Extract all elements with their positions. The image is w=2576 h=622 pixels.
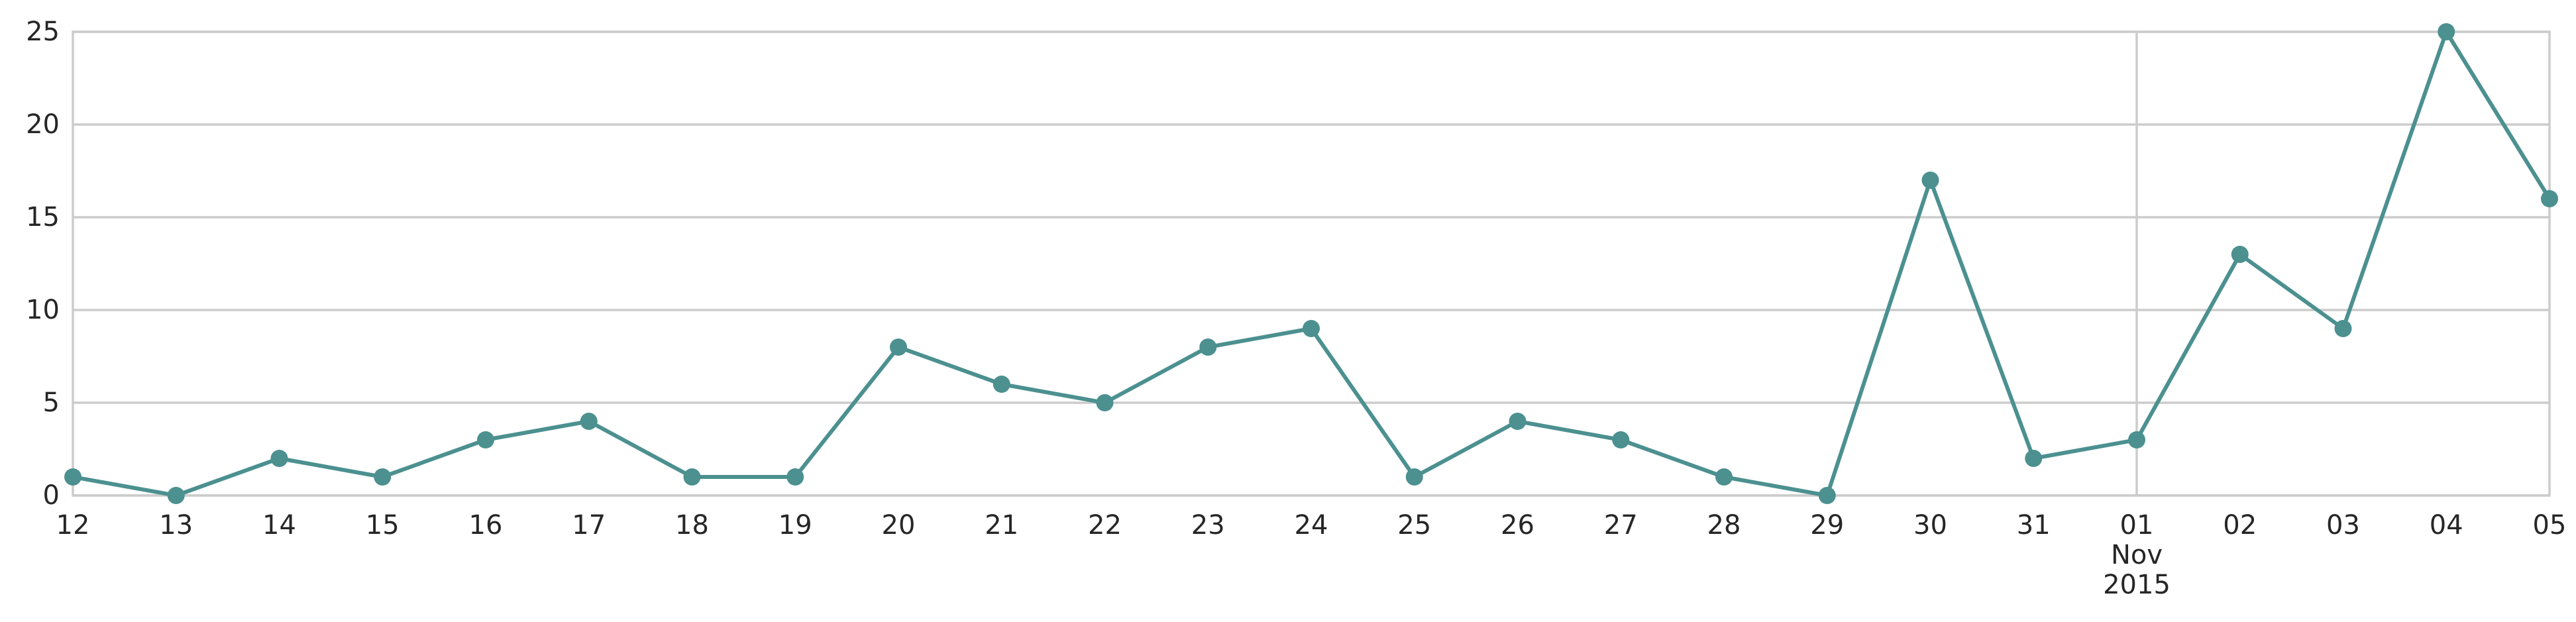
data-point <box>2541 190 2558 207</box>
x-tick-label: 19 <box>778 510 812 541</box>
grid <box>72 30 2551 497</box>
data-point <box>2025 450 2043 467</box>
data-point <box>270 450 288 467</box>
data-point <box>477 431 494 448</box>
x-tick-label: 24 <box>1295 510 1328 541</box>
x-tick-label: 28 <box>1707 510 1741 541</box>
y-tick-label: 0 <box>43 480 60 511</box>
data-point <box>1199 338 1217 356</box>
data-point <box>786 468 804 486</box>
x-tick-label: 01 <box>2120 510 2154 541</box>
x-tick-label: 31 <box>2017 510 2051 541</box>
data-point <box>167 487 185 504</box>
y-tick-label: 5 <box>43 388 60 418</box>
x-tick-label: 21 <box>985 510 1018 541</box>
x-tick-label: 13 <box>159 510 193 541</box>
x-tick-label: 26 <box>1501 510 1534 541</box>
x-tick-label: 03 <box>2326 510 2360 541</box>
data-point <box>1715 468 1733 486</box>
data-point <box>580 413 598 430</box>
x-tick-sublabel: Nov <box>2111 540 2163 570</box>
x-tick-label: 27 <box>1604 510 1638 541</box>
data-point <box>993 376 1010 393</box>
x-tick-label: 14 <box>262 510 296 541</box>
data-point <box>1096 394 1114 411</box>
x-axis-ticks: 12 13 14 15 16 17 18 19 20 21 22 23 24 25 26 27 28 29 30 31… <box>56 510 2567 600</box>
x-tick-label: 16 <box>469 510 503 541</box>
data-point <box>1921 172 1939 189</box>
x-tick-label: 23 <box>1191 510 1225 541</box>
x-tick-label: 18 <box>675 510 709 541</box>
data-point <box>1612 431 1630 448</box>
x-tick-label: 12 <box>56 510 90 541</box>
data-point <box>2438 23 2455 40</box>
data-point <box>1509 413 1527 430</box>
data-point <box>1405 468 1423 486</box>
y-axis-ticks: 0 5 10 15 20 25 <box>26 17 60 511</box>
x-tick-label: 20 <box>882 510 916 541</box>
x-tick-sublabel: 2015 <box>2103 570 2171 600</box>
data-point <box>890 338 907 356</box>
plot-frame <box>72 30 2551 497</box>
y-tick-label: 25 <box>26 17 60 47</box>
x-tick-label: 04 <box>2430 510 2463 541</box>
series-line <box>72 30 2551 497</box>
data-point <box>2128 431 2145 448</box>
x-tick-label: 02 <box>2223 510 2257 541</box>
x-tick-label: 30 <box>1913 510 1947 541</box>
data-point <box>1818 487 1836 504</box>
data-point <box>1303 320 1320 337</box>
x-tick-label: 22 <box>1088 510 1122 541</box>
data-point <box>64 468 81 486</box>
x-tick-label: 29 <box>1810 510 1844 541</box>
series-layer <box>64 23 2558 504</box>
x-tick-label: 17 <box>572 510 606 541</box>
y-tick-label: 20 <box>26 109 60 140</box>
y-tick-label: 15 <box>26 202 60 233</box>
y-tick-label: 10 <box>26 295 60 325</box>
data-point <box>374 468 392 486</box>
data-point <box>683 468 701 486</box>
data-point <box>2231 246 2249 263</box>
x-tick-label: 15 <box>366 510 400 541</box>
data-point <box>2334 320 2352 337</box>
x-tick-label: 25 <box>1397 510 1431 541</box>
x-tick-label: 05 <box>2533 510 2567 541</box>
